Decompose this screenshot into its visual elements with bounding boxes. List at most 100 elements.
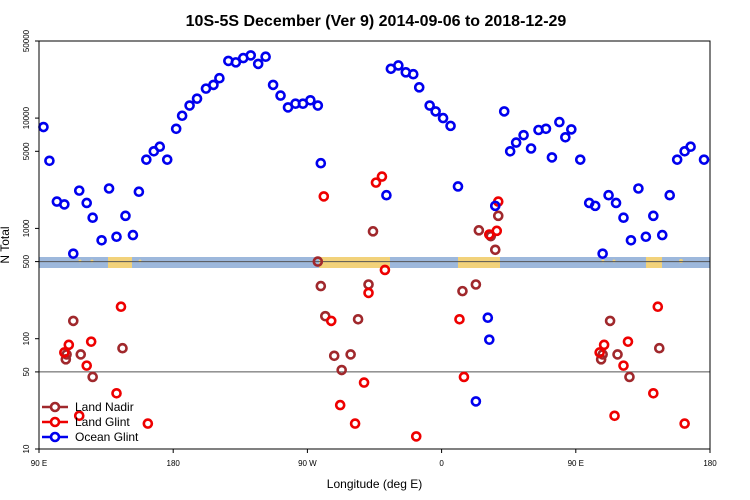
- data-point: [73, 410, 85, 422]
- data-point: [625, 235, 637, 246]
- data-point: [457, 285, 468, 297]
- legend-label: Land Glint: [75, 415, 130, 429]
- y-tick-label: 10000: [22, 106, 31, 129]
- y-tick-label: 100: [22, 331, 31, 345]
- data-point: [698, 154, 710, 165]
- x-tick-label: 180: [167, 459, 181, 468]
- series-land-glint: [59, 171, 690, 442]
- data-point: [260, 51, 271, 63]
- data-point: [312, 256, 324, 267]
- data-point: [325, 315, 337, 327]
- data-point: [410, 431, 422, 442]
- data-point: [454, 313, 465, 325]
- x-tick-label: 90 E: [568, 459, 584, 468]
- data-point: [312, 100, 324, 111]
- land-mass: [116, 257, 132, 268]
- data-point: [482, 312, 494, 324]
- data-point: [191, 93, 203, 104]
- data-point: [370, 177, 382, 188]
- world-map-band: [39, 257, 710, 268]
- data-point: [305, 94, 316, 106]
- legend-marker: [49, 416, 61, 428]
- data-point: [413, 82, 425, 93]
- data-point: [603, 189, 614, 201]
- data-point: [685, 141, 696, 153]
- data-point: [452, 181, 464, 192]
- data-point: [87, 212, 98, 224]
- data-point: [560, 131, 571, 143]
- land-mass: [458, 257, 500, 268]
- data-point: [445, 120, 456, 132]
- data-point: [328, 350, 340, 362]
- data-point: [315, 157, 327, 169]
- data-point: [154, 141, 166, 153]
- data-point: [671, 154, 683, 165]
- data-point: [518, 129, 529, 141]
- data-point: [652, 301, 664, 313]
- data-point: [120, 210, 131, 222]
- x-axis-title: Longitude (deg E): [327, 477, 422, 491]
- data-point: [437, 112, 449, 124]
- data-point: [491, 225, 503, 237]
- data-point: [430, 106, 441, 117]
- data-point: [334, 399, 346, 411]
- series-land-nadir: [60, 210, 665, 383]
- data-point: [648, 210, 659, 222]
- data-point: [470, 279, 482, 290]
- data-point: [96, 235, 107, 246]
- data-point: [574, 154, 586, 165]
- data-point: [245, 50, 257, 61]
- data-point: [318, 191, 330, 202]
- data-point: [133, 186, 145, 198]
- plot-frame: [38, 40, 711, 450]
- data-point: [67, 248, 79, 259]
- land-mass: [108, 257, 118, 268]
- data-point: [664, 189, 676, 201]
- data-point: [214, 72, 225, 84]
- data-point: [609, 410, 620, 422]
- data-point: [127, 229, 139, 241]
- data-point: [111, 231, 122, 243]
- reference-lines: [39, 261, 710, 373]
- data-point: [407, 68, 419, 80]
- legend-label: Land Nadir: [75, 400, 134, 414]
- data-point: [624, 371, 635, 383]
- data-point: [618, 360, 629, 371]
- data-point: [376, 171, 388, 182]
- data-point: [381, 189, 392, 201]
- data-point: [75, 349, 87, 360]
- data-point: [81, 197, 93, 209]
- data-point: [111, 387, 122, 399]
- data-point: [230, 57, 242, 68]
- data-point: [618, 212, 629, 224]
- data-point: [640, 231, 652, 243]
- x-axis: 90 E 180 90 W 0 90 E 180: [31, 449, 717, 468]
- series-ocean-glint: [38, 50, 710, 407]
- x-tick-label: 0: [439, 459, 444, 468]
- land-mass: [468, 257, 478, 268]
- data-point: [267, 79, 279, 91]
- legend-marker: [49, 431, 61, 443]
- x-tick-label: 180: [703, 459, 717, 468]
- y-tick-label: 5000: [22, 142, 31, 160]
- data-point: [81, 360, 93, 371]
- data-point: [473, 225, 485, 236]
- data-point: [117, 342, 128, 354]
- data-point: [275, 90, 286, 101]
- data-point: [540, 123, 552, 135]
- data-point: [103, 183, 115, 194]
- data-point: [598, 339, 610, 351]
- data-point: [87, 371, 98, 383]
- data-point: [252, 58, 264, 70]
- data-point: [604, 315, 616, 327]
- data-point: [345, 349, 356, 360]
- data-point: [546, 152, 558, 163]
- data-point: [525, 143, 537, 154]
- y-tick-label: 1000: [22, 219, 31, 237]
- data-point: [170, 123, 182, 135]
- data-point: [648, 387, 659, 399]
- y-tick-label: 10: [22, 444, 31, 453]
- data-point: [589, 200, 601, 212]
- data-point: [352, 313, 364, 325]
